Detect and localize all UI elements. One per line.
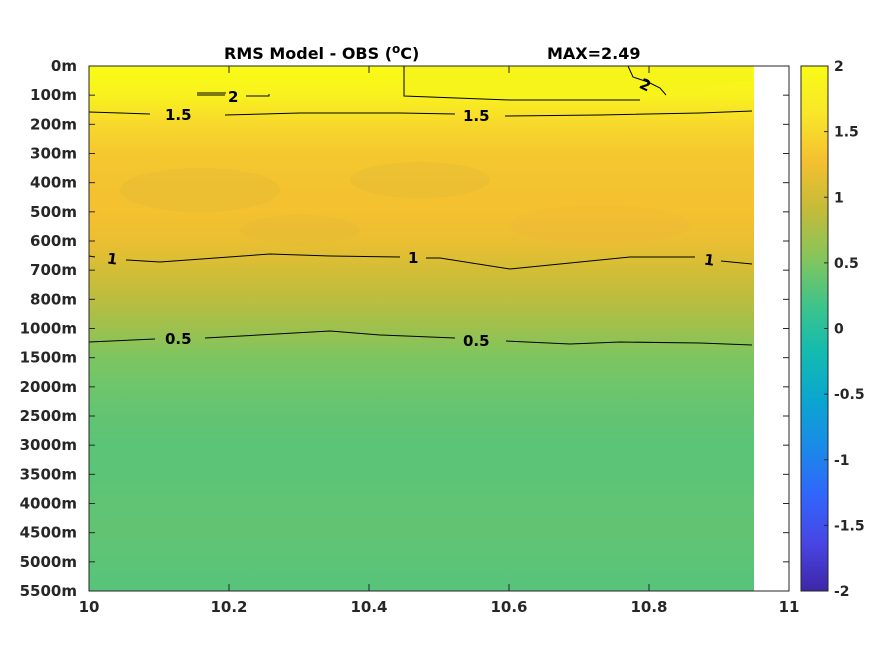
contour-label-0-5-left: 0.5 [165,330,192,348]
contour-line-1 [88,253,753,270]
contour-line-1-5 [88,110,753,117]
x-tick-label: 10.8 [630,598,667,616]
colorbar-tick-label: 2 [834,59,844,75]
contour-line-2 [197,92,270,97]
colorbar-tick-label: 0.5 [834,256,859,272]
colorbar-tick-label: -0.5 [834,387,865,403]
y-tick-label: 600m [30,232,77,250]
colorbar-tick-label: -1 [834,453,850,469]
contour-label-0-5-right: 0.5 [463,332,490,350]
contour-label-1-5-right: 1.5 [463,107,490,125]
chart-title: RMS Model - OBS (oC) [224,42,419,63]
y-tick-label: 400m [30,174,77,192]
contour-line-2c [627,65,667,96]
contour-region-2 [404,66,752,100]
contour-line-2b [403,66,640,101]
field-texture [120,162,690,245]
colorbar [800,65,829,592]
y-tick-label: 3500m [20,465,77,483]
x-tick-label: 10.4 [350,598,387,616]
y-tick-label: 4500m [20,524,77,542]
y-tick-label: 3000m [20,436,77,454]
y-tick-label: 100m [30,86,77,104]
contour-label-1-5-left: 1.5 [165,106,192,124]
contour-label-1-right: 1 [703,251,716,270]
rms-field [89,66,754,591]
colorbar-tick-label: 1.5 [834,125,859,141]
y-axis-ticks: 0m 100m 200m 300m 400m 500m 600m 700m 800m 1000m 1… [20,57,789,600]
y-tick-label: 700m [30,261,77,279]
colorbar-ticks: 2 1.5 1 0.5 0 -0.5 -1 -1.5 -2 [824,59,865,600]
x-axis-ticks: 10 10.2 10.4 10.6 10.8 11 [79,66,800,616]
y-tick-label: 300m [30,145,77,163]
contour-lines [88,65,753,346]
y-tick-label: 5500m [20,582,77,600]
y-tick-label: 1500m [20,349,77,367]
y-tick-label: 0m [51,57,77,75]
colorbar-tick-label: 1 [834,190,844,206]
x-tick-label: 11 [779,598,800,616]
y-tick-label: 5000m [20,553,77,571]
contour-labels: 2 2 1.5 1.5 1 1 1 0.5 0.5 [106,75,716,350]
colorbar-tick-label: -2 [834,584,850,600]
y-tick-label: 500m [30,203,77,221]
x-tick-label: 10.2 [210,598,247,616]
y-tick-label: 200m [30,115,77,133]
y-tick-label: 2000m [20,378,77,396]
y-tick-label: 4000m [20,495,77,513]
y-tick-label: 800m [30,290,77,308]
y-tick-label: 1000m [20,320,77,338]
contour-label-1-mid: 1 [408,249,418,267]
colorbar-tick-label: 0 [834,322,844,338]
contour-line-0-5 [88,330,753,346]
contour-label-2-left: 2 [228,88,238,106]
max-value-label: MAX=2.49 [547,44,641,63]
y-tick-label: 2500m [20,407,77,425]
colorbar-tick-label: -1.5 [834,518,865,534]
x-tick-label: 10 [79,598,100,616]
contour-label-1-left: 1 [106,249,119,268]
x-tick-label: 10.6 [490,598,527,616]
